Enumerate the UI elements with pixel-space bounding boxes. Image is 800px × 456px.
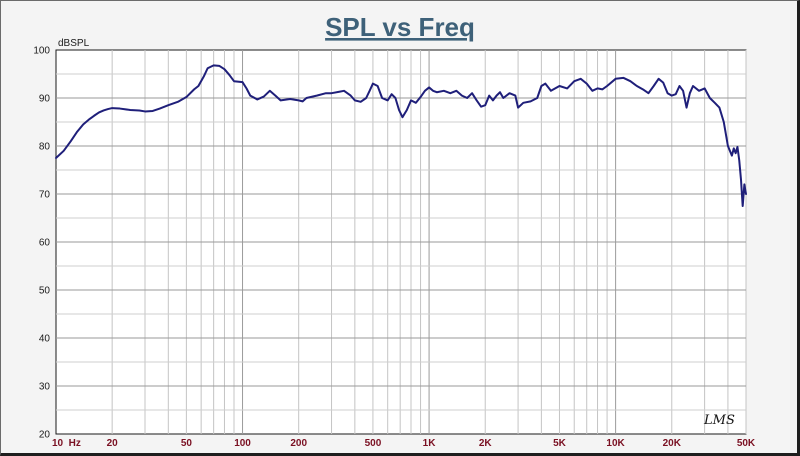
x-tick-label: 20 <box>107 438 119 449</box>
y-axis-label: dBSPL <box>58 38 90 49</box>
y-tick-label: 90 <box>39 94 51 105</box>
y-tick-label: 80 <box>39 142 51 153</box>
x-tick-labels: 10 Hz 20 50 100 200 500 1K 2K 5K 10K 20K 50K <box>52 438 756 449</box>
lms-watermark: LMS <box>703 413 735 428</box>
x-tick-label: 1K <box>423 438 437 449</box>
y-tick-label: 40 <box>39 334 51 345</box>
y-tick-label: 60 <box>39 238 51 249</box>
chart-title: SPL vs Freq <box>325 12 475 42</box>
y-tick-label: 100 <box>33 46 50 57</box>
y-tick-label: 30 <box>39 382 51 393</box>
y-tick-label: 70 <box>39 190 51 201</box>
y-tick-label: 50 <box>39 286 51 297</box>
y-tick-labels: 20 30 40 50 60 70 80 90 100 <box>33 46 50 441</box>
x-tick-label: 10 Hz <box>52 438 81 449</box>
x-tick-label: 20K <box>663 438 682 449</box>
x-tick-label: 2K <box>479 438 493 449</box>
series-line <box>55 64 747 207</box>
series-layer <box>55 64 747 207</box>
y-tick-label: 20 <box>39 430 51 441</box>
x-tick-label: 500 <box>365 438 382 449</box>
x-tick-label: 100 <box>234 438 251 449</box>
x-tick-label: 5K <box>553 438 567 449</box>
x-tick-label: 10K <box>606 438 625 449</box>
x-tick-label: 50K <box>737 438 756 449</box>
x-tick-label: 50 <box>181 438 193 449</box>
x-tick-label: 200 <box>290 438 307 449</box>
